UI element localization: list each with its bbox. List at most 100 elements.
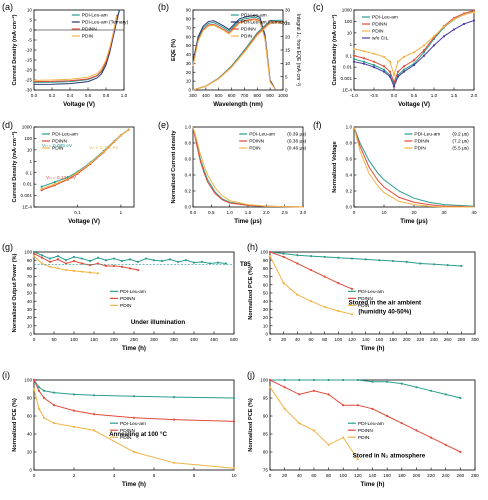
y-tick-label: 80 <box>186 16 192 21</box>
data-point <box>48 265 52 268</box>
series-line <box>270 379 461 399</box>
panel-label: (j) <box>247 370 255 380</box>
legend-label: PDIN <box>372 29 384 35</box>
y-tick-label: 60 <box>186 34 192 39</box>
data-point <box>102 150 105 153</box>
x-tick-label: 180 <box>389 337 397 342</box>
y-tick-label: 90 <box>186 8 192 13</box>
data-point <box>48 260 52 263</box>
data-point <box>396 75 400 78</box>
x-tick-label: 20 <box>281 337 287 342</box>
data-point <box>378 259 381 262</box>
x-tick-label: 0 <box>33 337 36 342</box>
data-point <box>112 257 116 260</box>
data-point <box>402 65 406 68</box>
data-point <box>356 378 359 382</box>
x-tick-label: 280 <box>457 337 465 342</box>
data-point <box>382 68 386 71</box>
x-tick-label: 200 <box>110 337 118 342</box>
data-point <box>396 60 400 63</box>
series-line <box>33 253 139 271</box>
data-point <box>296 293 299 296</box>
x-tick-label: 0 <box>269 473 272 478</box>
y-tick-label: 80 <box>263 450 269 455</box>
y-tick-label: 80 <box>263 266 269 271</box>
y-tick-label: 0.0 <box>185 205 192 210</box>
x-tick-label: 100 <box>334 337 342 342</box>
data-point <box>32 255 36 258</box>
data-point <box>312 429 316 432</box>
y-tick-label: -10 <box>25 48 32 53</box>
data-point <box>282 255 285 259</box>
series-line <box>353 126 475 207</box>
y-tick-label: 0 <box>29 28 32 33</box>
data-point <box>268 386 272 389</box>
x-tick-label: 80 <box>322 337 328 342</box>
data-point <box>128 258 132 261</box>
y-axis-label: Normalized PCE (%) <box>248 398 254 452</box>
data-point <box>72 425 76 428</box>
data-point <box>432 44 436 47</box>
data-point <box>392 74 396 77</box>
y-tick-label: 0.1 <box>26 170 33 175</box>
y-axis-label: Normalized Output Power (%) <box>12 254 18 333</box>
data-point <box>422 51 426 54</box>
x-tick-label: 0.4 <box>67 93 74 98</box>
data-point <box>76 171 79 174</box>
data-point <box>350 313 354 316</box>
y-right-tick-label: 30 <box>285 8 291 13</box>
data-point <box>298 422 301 425</box>
data-point <box>432 263 436 266</box>
y-tick-label: 10 <box>347 30 353 35</box>
y-tick-label: 20 <box>186 70 192 75</box>
y-axis-label: Normalized PCE (%) <box>12 398 18 452</box>
panel-label: (b) <box>158 2 169 12</box>
y-tick-label: -30 <box>25 88 32 93</box>
series-line <box>192 126 304 208</box>
data-point <box>362 60 366 63</box>
legend-label: PDI-Leu-am <box>241 13 267 19</box>
data-point <box>392 85 396 88</box>
data-point <box>422 44 426 47</box>
x-tick-label: 40 <box>471 210 477 215</box>
data-point <box>312 378 316 382</box>
legend-label: PDINN <box>414 139 429 145</box>
y-tick-label: 100 <box>260 250 268 255</box>
x-tick-label: 40 <box>297 473 303 478</box>
annotation: Stored in N₂ atmosphere <box>353 452 426 459</box>
data-point <box>362 62 366 65</box>
series-line <box>33 9 120 85</box>
data-point <box>402 70 406 73</box>
chart-panel-h: (h)0 20 40 60 80 100 120 140 160 180 200 220 240 260 2… <box>247 242 479 352</box>
legend-label: PDINN <box>82 27 97 33</box>
x-tick-label: 8 <box>193 473 196 478</box>
x-tick-label: 2 <box>73 473 76 478</box>
x-tick-label: 500 <box>230 337 238 342</box>
x-tick-label: 600 <box>228 93 236 98</box>
data-point <box>283 386 286 389</box>
legend-label: PDIN <box>241 34 253 40</box>
x-tick-label: 20 <box>282 473 288 478</box>
y-right-tick-label: 5 <box>285 74 288 79</box>
x-tick-label: 900 <box>266 93 274 98</box>
x-tick-label: 30 <box>441 210 447 215</box>
data-point <box>160 259 164 263</box>
data-point <box>352 60 356 63</box>
series-line <box>353 126 474 208</box>
legend-label: PDINN <box>241 27 256 33</box>
data-point <box>337 309 340 313</box>
chart-panel-d: (d) 0.1 1 1E-4 0.001 0.01 0.1 1 10 100 1000 Voltage… <box>2 120 135 225</box>
x-axis-label: Voltage (V) <box>398 101 430 108</box>
x-tick-label: 160 <box>375 337 383 342</box>
x-tick-label: 0 <box>353 210 356 215</box>
data-point <box>92 429 96 432</box>
data-point <box>66 177 69 180</box>
data-point <box>32 387 36 391</box>
data-point <box>342 404 345 407</box>
x-tick-label: 260 <box>444 337 452 342</box>
panel-label: (f) <box>313 120 322 130</box>
data-point <box>350 287 354 290</box>
legend-label: PDIN <box>249 146 261 152</box>
legend-value: (0.36 μs) <box>287 139 306 145</box>
